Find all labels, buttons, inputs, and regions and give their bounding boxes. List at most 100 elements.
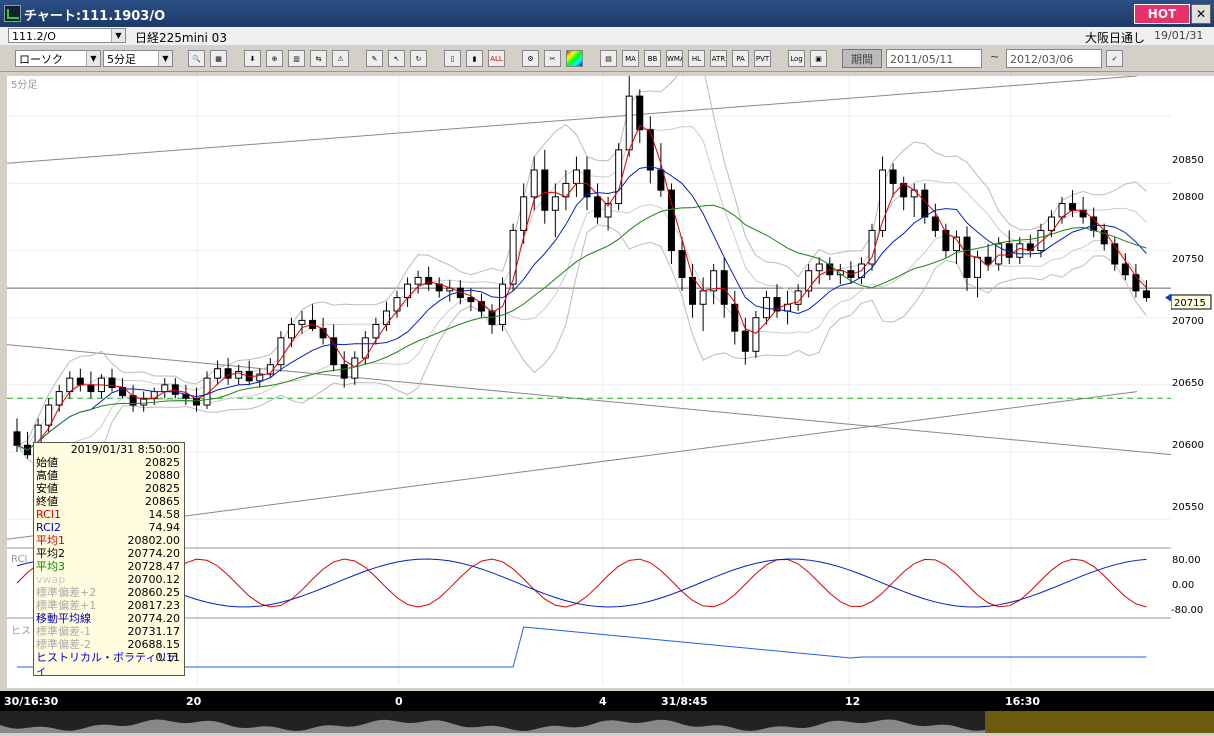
chart-area[interactable]: 5分足 RCI ヒストリカル xyxy=(7,76,1171,688)
candle-body xyxy=(1058,203,1066,218)
price-tick: 20600 xyxy=(1172,440,1204,451)
hl-button[interactable]: HL xyxy=(688,50,705,67)
info-row: 始値 20825 xyxy=(34,456,184,469)
candle-body xyxy=(235,370,243,379)
export-icon[interactable]: ▣ xyxy=(810,50,827,67)
candle-body xyxy=(868,229,876,265)
title-bar: チャート:111.1903/O HOT ✕ xyxy=(0,0,1214,27)
alert-icon[interactable]: ⚠ xyxy=(332,50,349,67)
candle-body xyxy=(1111,243,1119,265)
trade-icon[interactable]: ⇆ xyxy=(310,50,327,67)
candle-body xyxy=(76,377,84,386)
overview-viewport[interactable] xyxy=(985,711,1214,733)
date-to-field[interactable]: 2012/03/06 xyxy=(1006,49,1102,68)
window-title: チャート:111.1903/O xyxy=(24,9,166,24)
period-select[interactable]: 5分足 ▼ xyxy=(103,50,173,67)
info-value: 20825 xyxy=(145,456,180,469)
checkbox-icon[interactable]: ✓ xyxy=(1106,50,1123,67)
ma-button[interactable]: MA xyxy=(622,50,639,67)
chevron-down-icon[interactable]: ▼ xyxy=(86,51,100,66)
grid-icon[interactable]: ▦ xyxy=(210,50,227,67)
candle-body xyxy=(330,337,338,366)
moving-average-2 xyxy=(16,166,1147,451)
candle-body xyxy=(509,229,517,285)
candle-body xyxy=(667,189,675,252)
candle-icon[interactable]: ▯ xyxy=(444,50,461,67)
candle-body xyxy=(995,243,1003,265)
chart-type-select[interactable]: ローソク ▼ xyxy=(15,50,101,67)
period-button[interactable]: 期間 xyxy=(842,49,882,68)
candle-body xyxy=(351,357,359,379)
candle-body xyxy=(161,384,169,393)
chevron-down-icon[interactable]: ▼ xyxy=(111,29,125,42)
candle-body xyxy=(731,303,739,332)
current-price-marker xyxy=(1170,294,1212,310)
date-from-field[interactable]: 2011/05/11 xyxy=(886,49,982,68)
candle-body xyxy=(192,397,200,406)
info-value: 20731.17 xyxy=(127,625,181,638)
info-value: 0.11 xyxy=(155,651,181,664)
tools-icon[interactable]: ✂ xyxy=(544,50,561,67)
info-label: 高値 xyxy=(36,469,58,482)
info-label: 平均2 xyxy=(36,547,65,560)
wma-button[interactable]: WMA xyxy=(666,50,683,67)
settings-icon[interactable]: ⚙ xyxy=(522,50,539,67)
symbol-code: 111.2/O xyxy=(12,30,56,43)
bollinger-lower2 xyxy=(16,224,1147,473)
candle-body xyxy=(646,129,654,171)
refresh-icon[interactable]: ↻ xyxy=(410,50,427,67)
info-value: 20774.20 xyxy=(127,547,181,560)
symbol-select[interactable]: 111.2/O ▼ xyxy=(8,28,126,43)
pa-button[interactable]: PA xyxy=(732,50,749,67)
info-value: 20700.12 xyxy=(127,573,181,586)
candle-add-icon[interactable]: ▮ xyxy=(466,50,483,67)
all-button[interactable]: ALL xyxy=(488,50,505,67)
candle-body xyxy=(530,169,538,198)
candle-body xyxy=(171,384,179,395)
info-row: 標準偏差+2 20860.25 xyxy=(34,586,184,599)
session-label: 大阪日通し xyxy=(1085,31,1146,45)
pvt-button[interactable]: PVT xyxy=(754,50,771,67)
price-tick: 20650 xyxy=(1172,378,1204,389)
info-value: 20817.23 xyxy=(127,599,181,612)
candle-body xyxy=(1069,203,1077,211)
info-value: 20865 xyxy=(145,495,180,508)
candle-body xyxy=(615,149,623,205)
bar-chart-icon[interactable]: ▥ xyxy=(288,50,305,67)
price-tick: 20550 xyxy=(1172,502,1204,513)
candle-body xyxy=(499,283,507,325)
pencil-icon[interactable]: ✎ xyxy=(366,50,383,67)
atr-button[interactable]: ATR xyxy=(710,50,727,67)
candle-body xyxy=(921,189,929,218)
close-button[interactable]: ✕ xyxy=(1191,4,1211,24)
candle-body xyxy=(805,270,813,292)
download-icon[interactable]: ⬇ xyxy=(244,50,261,67)
candle-body xyxy=(1079,209,1087,218)
candle-body xyxy=(741,330,749,352)
overview-scrollbar[interactable] xyxy=(0,711,1214,733)
zoom-icon[interactable]: ⊕ xyxy=(266,50,283,67)
search-icon[interactable]: 🔍 xyxy=(188,50,205,67)
hot-button[interactable]: HOT xyxy=(1134,4,1190,24)
info-row: RCI1 14.58 xyxy=(34,508,184,521)
info-label: ヒストリカル・ボラティリティ xyxy=(36,651,179,677)
info-label: 移動平均線 xyxy=(36,612,91,625)
price-chart[interactable]: 5分足 RCI ヒストリカル xyxy=(7,76,1171,688)
log-button[interactable]: Log xyxy=(788,50,805,67)
chevron-down-icon[interactable]: ▼ xyxy=(158,51,172,66)
rci-tick: 0.00 xyxy=(1172,580,1194,591)
candle-body xyxy=(974,256,982,278)
candle-body xyxy=(224,368,232,379)
info-label: RCI1 xyxy=(36,508,62,521)
color-palette-icon[interactable] xyxy=(566,50,583,67)
rci-line-1 xyxy=(16,558,1147,608)
cursor-icon[interactable]: ↖ xyxy=(388,50,405,67)
candle-body xyxy=(467,297,475,303)
overview-silhouette xyxy=(0,719,1214,733)
overlay-icon[interactable]: ▤ xyxy=(600,50,617,67)
candle-body xyxy=(414,276,422,285)
candle-body xyxy=(372,323,380,339)
info-value: 20880 xyxy=(145,469,180,482)
candle-body xyxy=(752,317,760,352)
bb-button[interactable]: BB xyxy=(644,50,661,67)
